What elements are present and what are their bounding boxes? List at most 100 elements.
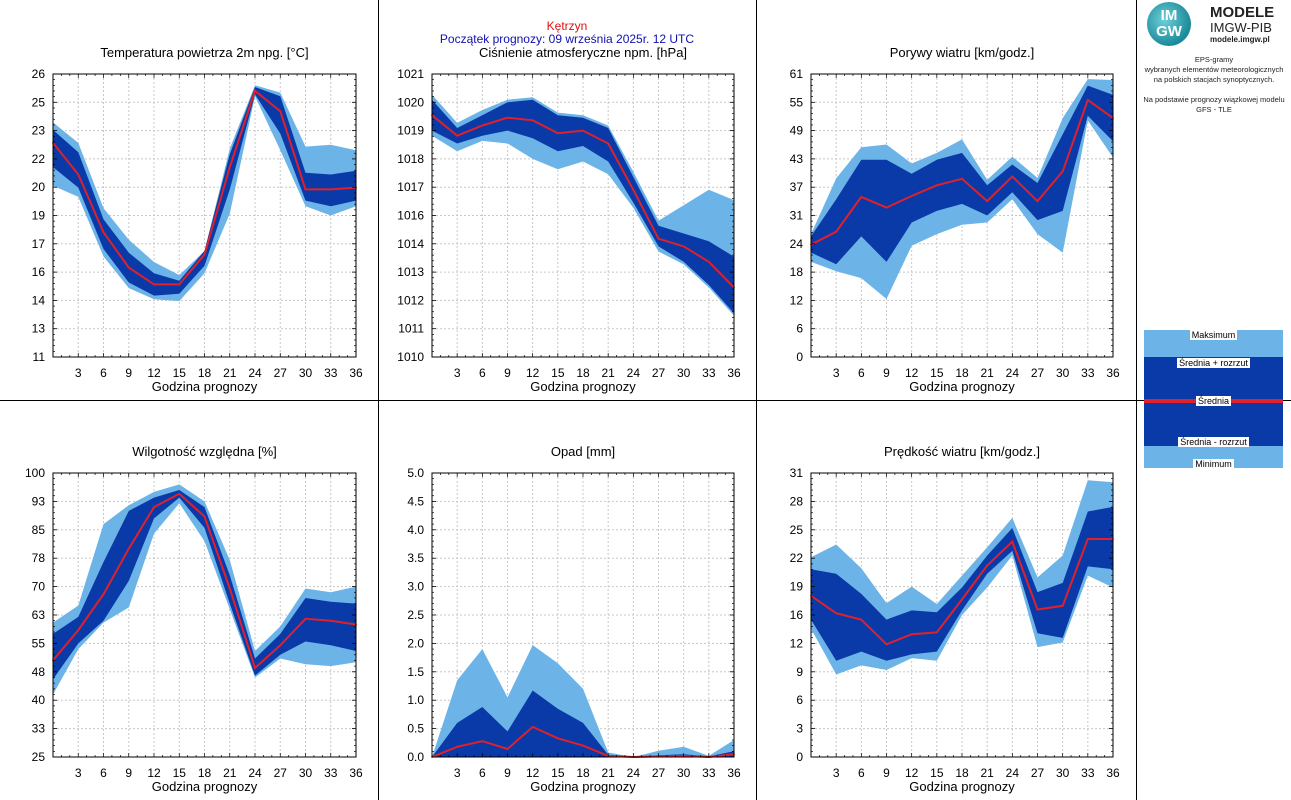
mean-point (607, 142, 610, 145)
x-tick-label: 24 (1006, 766, 1020, 780)
x-tick-label: 27 (274, 766, 288, 780)
mean-point (506, 116, 509, 119)
y-tick-label: 14 (32, 293, 46, 307)
y-tick-label: 55 (32, 636, 46, 650)
x-tick-label: 12 (905, 366, 919, 380)
mean-point (1011, 175, 1014, 178)
mean-point (456, 134, 459, 137)
y-tick-label: 1011 (398, 322, 424, 336)
imgw-logo: IM GW MODELE IMGW-PIB modele.imgw.pl (1147, 2, 1287, 46)
y-tick-label: 12 (790, 293, 804, 307)
x-tick-label: 36 (727, 766, 741, 780)
forecast-start: Początek prognozy: 09 września 2025r. 12… (439, 32, 695, 46)
x-axis-label: Godzina prognozy (530, 379, 636, 394)
mean-point (506, 748, 509, 750)
y-tick-label: 0 (796, 350, 803, 364)
x-tick-label: 12 (147, 366, 161, 380)
x-tick-label: 30 (299, 366, 313, 380)
y-tick-label: 3.0 (407, 580, 424, 594)
x-tick-label: 3 (75, 366, 82, 380)
x-tick-label: 21 (980, 766, 994, 780)
x-tick-label: 30 (1056, 366, 1070, 380)
mean-point (556, 132, 559, 135)
y-tick-label: 26 (32, 67, 46, 81)
legend-outer-band-bottom (1144, 446, 1283, 468)
y-tick-label: 22 (790, 551, 804, 565)
x-tick-label: 21 (601, 766, 615, 780)
y-tick-label: 40 (32, 693, 46, 707)
mean-point (860, 618, 863, 621)
description: EPS-gramy wybranych elementów meteorolog… (1137, 55, 1291, 115)
y-tick-label: 49 (790, 124, 804, 138)
y-tick-label: 1021 (397, 67, 424, 81)
x-tick-label: 27 (1031, 766, 1045, 780)
chart-title: Porywy wiatru [km/godz.] (890, 45, 1035, 60)
x-tick-label: 24 (248, 766, 262, 780)
x-tick-label: 24 (627, 366, 641, 380)
mean-point (329, 188, 332, 191)
forecast-header: Kętrzyn Początek prognozy: 09 września 2… (378, 20, 756, 46)
y-tick-label: 12 (790, 636, 804, 650)
y-tick-label: 1019 (397, 124, 424, 138)
x-tick-label: 15 (173, 766, 187, 780)
mean-point (304, 617, 307, 620)
y-tick-label: 1020 (397, 95, 424, 109)
mean-point (153, 283, 155, 286)
y-tick-label: 1018 (397, 152, 424, 166)
mean-point (203, 253, 206, 256)
x-tick-label: 15 (930, 766, 944, 780)
x-tick-label: 24 (627, 766, 641, 780)
description-line: wybranych elementów meteorologicznych (1144, 65, 1284, 74)
legend-max-label: Maksimum (1189, 330, 1238, 340)
mean-point (77, 629, 80, 631)
x-tick-label: 33 (324, 766, 338, 780)
mean-point (254, 667, 256, 669)
y-tick-label: 25 (32, 750, 46, 764)
mean-point (1036, 608, 1039, 611)
mean-point (885, 206, 888, 209)
chart-title: Prędkość wiatru [km/godz.] (884, 444, 1040, 459)
x-tick-label: 33 (702, 366, 716, 380)
legend-mean-label: Średnia (1195, 396, 1232, 406)
mean-point (860, 196, 863, 198)
y-tick-label: 23 (32, 124, 46, 138)
x-tick-label: 30 (677, 766, 691, 780)
mean-point (935, 184, 938, 187)
x-tick-label: 21 (223, 366, 237, 380)
y-tick-label: 4.5 (407, 494, 424, 508)
chart-title: Temperatura powietrza 2m npg. [°C] (100, 45, 308, 60)
y-tick-label: 1.0 (407, 693, 424, 707)
inner-band-spread (811, 85, 1113, 265)
y-tick-label: 25 (32, 95, 46, 109)
x-tick-label: 36 (349, 366, 363, 380)
y-tick-label: 6 (796, 322, 803, 336)
x-tick-label: 27 (1031, 366, 1045, 380)
x-tick-label: 15 (930, 366, 944, 380)
y-tick-label: 2.0 (407, 636, 424, 650)
mean-point (910, 633, 913, 636)
chart-2: 1010 1011 1012 1013 1014 1016 1017 1018 1019 1020… (397, 45, 741, 394)
x-tick-label: 15 (551, 766, 565, 780)
y-tick-label: 48 (32, 665, 46, 679)
y-tick-label: 4.0 (407, 523, 424, 537)
mean-point (329, 619, 332, 622)
y-tick-label: 1010 (397, 350, 424, 364)
x-tick-label: 33 (1081, 366, 1095, 380)
mean-point (1061, 170, 1064, 173)
x-tick-label: 33 (702, 766, 716, 780)
x-tick-label: 24 (248, 366, 262, 380)
mean-point (556, 737, 559, 740)
logo-subtitle: IMGW-PIB (1210, 20, 1272, 35)
y-tick-label: 16 (32, 265, 46, 279)
mean-point (102, 231, 105, 234)
legend: Maksimum Średnia + rozrzut Średnia Średn… (1144, 330, 1283, 469)
mean-point (228, 587, 231, 590)
mean-point (228, 166, 231, 169)
mean-point (481, 740, 484, 742)
x-tick-label: 30 (299, 766, 313, 780)
y-tick-label: 16 (790, 608, 804, 622)
y-tick-label: 93 (32, 494, 46, 508)
x-tick-label: 9 (125, 366, 132, 380)
